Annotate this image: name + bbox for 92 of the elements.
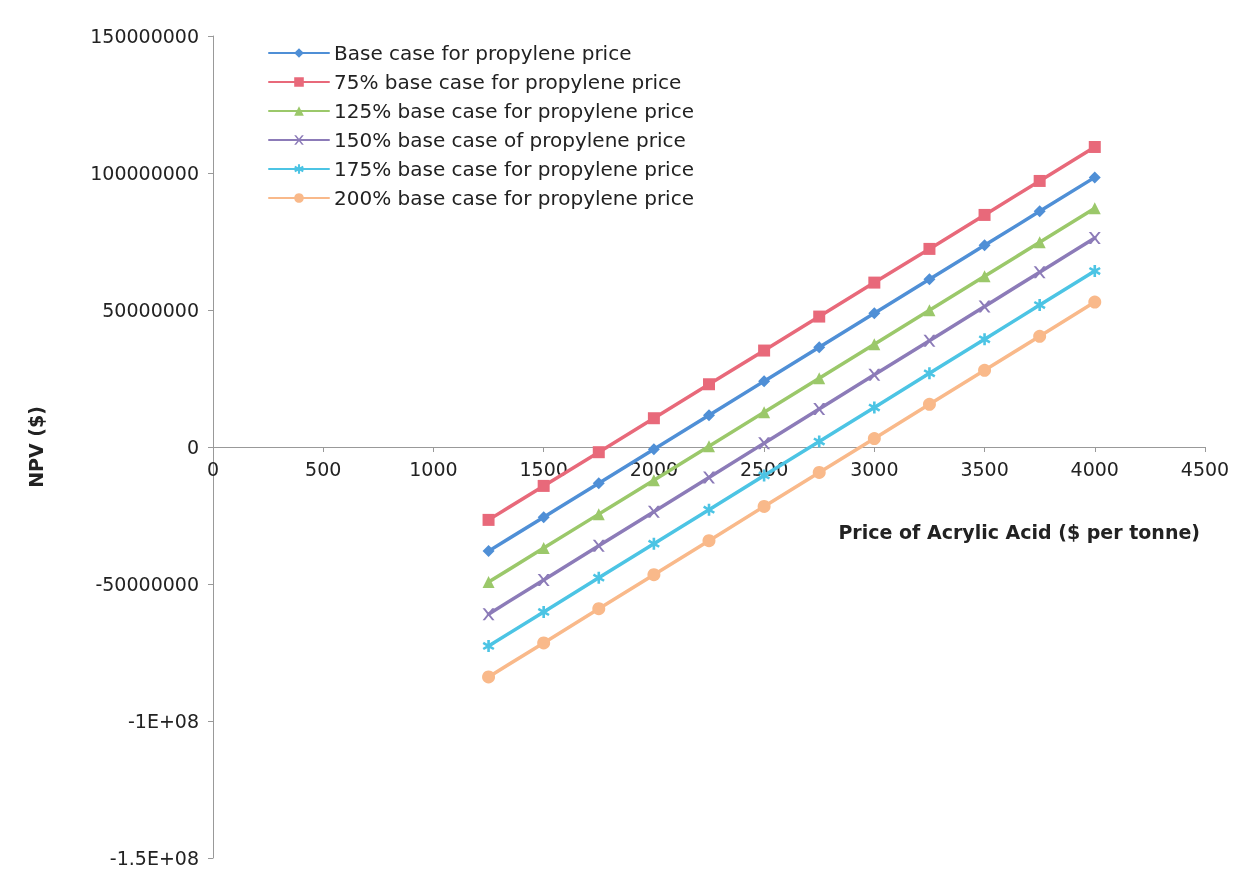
point [592,539,605,552]
point [978,363,992,377]
x-axis-title: Price of Acrylic Acid ($ per tonne) [838,520,1200,543]
point [867,432,881,445]
x-tick-label: 4500 [1180,457,1230,480]
point [592,508,605,521]
point [482,576,495,589]
point [703,409,715,422]
point [537,511,550,524]
point [868,401,881,414]
legend-label: 175% base case for propylene price [334,157,694,181]
y-tick-label: -1E+08 [127,710,199,732]
point [1033,329,1047,343]
point [868,368,881,381]
y-tick-label: 150000000 [90,25,199,47]
point [868,276,881,289]
point [923,367,936,380]
point [1088,265,1101,278]
y-tick-label: -1.5E+08 [109,847,199,869]
point [758,344,771,357]
point [537,479,550,492]
y-axis-title: NPV ($) [24,406,47,488]
point [923,304,936,317]
point [1088,231,1101,244]
point [923,242,936,255]
point [647,505,660,518]
point [482,608,495,621]
point [813,372,826,385]
x-tick-label: 1000 [409,457,458,480]
point [647,537,660,550]
point [482,639,495,652]
point [1033,299,1046,312]
point [703,440,715,453]
point [1033,174,1046,187]
legend-label: 125% base case for propylene price [334,99,694,123]
point [702,534,716,548]
point [757,499,771,513]
point [923,334,936,347]
y-tick-label: 50000000 [102,299,199,321]
point [1088,202,1101,215]
point [482,545,495,558]
point [482,513,495,526]
point [868,338,881,351]
legend-label: 75% base case for propylene price [334,70,682,94]
point [978,270,991,283]
point [1033,205,1046,218]
point [537,605,550,618]
point [592,602,606,616]
point [813,435,826,448]
point [1033,236,1046,249]
point [813,402,826,415]
point [647,568,661,582]
y-tick-label: 100000000 [90,162,199,184]
point [592,446,605,459]
y-tick-label: 0 [186,436,199,458]
point [647,412,660,425]
point [923,273,936,286]
point [978,208,991,221]
point [978,300,991,313]
point [868,307,881,320]
point [592,477,605,490]
x-tick-label: 0 [206,457,220,480]
point [703,378,715,391]
point [482,670,496,684]
point [537,542,550,555]
point [978,333,991,346]
point [1088,140,1101,153]
point [978,239,991,252]
x-tick-label: 3500 [960,457,1009,480]
point [812,465,826,479]
point [537,636,551,650]
point [703,471,715,484]
legend-label: 200% base case for propylene price [334,186,694,210]
x-tick-label: 500 [305,457,342,480]
point [1088,171,1101,184]
point [922,397,936,411]
x-tick-label: 3000 [850,457,899,480]
point [758,375,771,388]
point [813,341,826,354]
point [1088,295,1102,309]
point [758,406,771,419]
legend-label: 150% base case of propylene price [334,128,686,152]
point [703,503,715,516]
legend-label: Base case for propylene price [334,41,632,65]
point [592,571,605,584]
point [1033,266,1046,279]
point [647,443,660,456]
y-tick-label: -50000000 [95,573,199,595]
point [537,573,550,586]
x-tick-label: 4000 [1070,457,1119,480]
point [813,310,826,323]
point [758,437,771,450]
